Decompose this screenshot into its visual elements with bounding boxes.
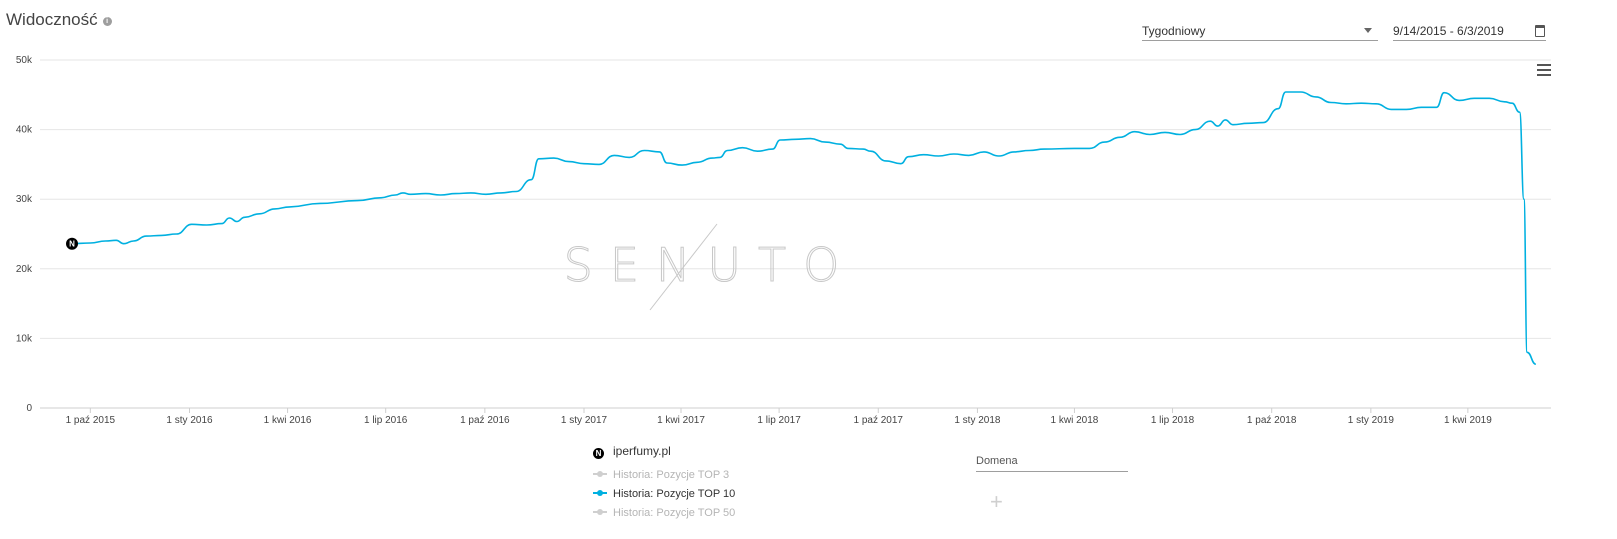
- chevron-down-icon: [1364, 28, 1372, 33]
- legend-marker: [593, 489, 607, 497]
- legend-item-top3[interactable]: Historia: Pozycje TOP 3: [593, 469, 729, 481]
- page-title: Widoczność i: [6, 10, 112, 30]
- domain-badge: N: [593, 448, 604, 459]
- legend-item-top50[interactable]: Historia: Pozycje TOP 50: [593, 507, 735, 519]
- y-tick-label: 10k: [16, 333, 33, 344]
- y-tick-label: 0: [26, 403, 32, 414]
- legend-marker: [593, 470, 607, 478]
- legend-marker: [593, 508, 607, 516]
- watermark: SENUTO: [563, 223, 857, 311]
- plus-icon[interactable]: +: [990, 489, 1003, 514]
- x-tick-label: 1 lip 2017: [757, 415, 801, 426]
- x-tick-label: 1 kwi 2016: [264, 415, 312, 426]
- grid-lines: [40, 59, 1551, 409]
- x-tick-label: 1 sty 2017: [561, 415, 608, 426]
- y-axis-labels: 0 10k 20k 30k 40k 50k: [16, 55, 33, 414]
- date-range-input[interactable]: 9/14/2015 - 6/3/2019: [1393, 20, 1546, 41]
- watermark-slash: [649, 223, 718, 311]
- watermark-text: SENUTO: [564, 238, 857, 292]
- x-tick-label: 1 kwi 2019: [1444, 415, 1492, 426]
- domain-input[interactable]: Domena: [976, 455, 1128, 472]
- y-tick-label: 30k: [16, 194, 33, 205]
- x-tick-label: 1 lip 2018: [1151, 415, 1195, 426]
- hamburger-menu-icon[interactable]: [1537, 64, 1551, 76]
- x-tick-label: 1 kwi 2017: [657, 415, 705, 426]
- x-tick-label: 1 paź 2016: [460, 415, 510, 426]
- domain-name: iperfumy.pl: [613, 444, 671, 458]
- x-tick-label: 1 sty 2019: [1348, 415, 1395, 426]
- calendar-icon[interactable]: [1535, 25, 1545, 37]
- legend-item-top10[interactable]: Historia: Pozycje TOP 10: [593, 488, 735, 500]
- visibility-chart: 0 10k 20k 30k 40k 50k 1 paź 2015 1 sty 2016 1 k…: [16, 55, 1551, 426]
- x-tick-label: 1 paź 2018: [1247, 415, 1297, 426]
- x-axis: 1 paź 2015 1 sty 2016 1 kwi 2016 1 lip 2016…: [66, 408, 1492, 426]
- x-tick-label: 1 paź 2015: [66, 415, 116, 426]
- x-tick-label: 1 kwi 2018: [1051, 415, 1099, 426]
- y-tick-label: 20k: [16, 264, 33, 275]
- series-annotation[interactable]: N: [66, 237, 79, 250]
- y-tick-label: 40k: [16, 125, 33, 136]
- annotation-marker[interactable]: [66, 237, 79, 250]
- annotation-label: N: [69, 240, 75, 249]
- series-line-top10[interactable]: [71, 91, 1537, 365]
- x-tick-label: 1 sty 2018: [954, 415, 1001, 426]
- period-select[interactable]: Tygodniowy: [1142, 20, 1378, 41]
- info-icon[interactable]: i: [102, 17, 112, 26]
- x-tick-label: 1 paź 2017: [854, 415, 904, 426]
- x-tick-label: 1 lip 2016: [364, 415, 408, 426]
- x-tick-label: 1 sty 2016: [166, 415, 213, 426]
- y-tick-label: 50k: [16, 55, 33, 66]
